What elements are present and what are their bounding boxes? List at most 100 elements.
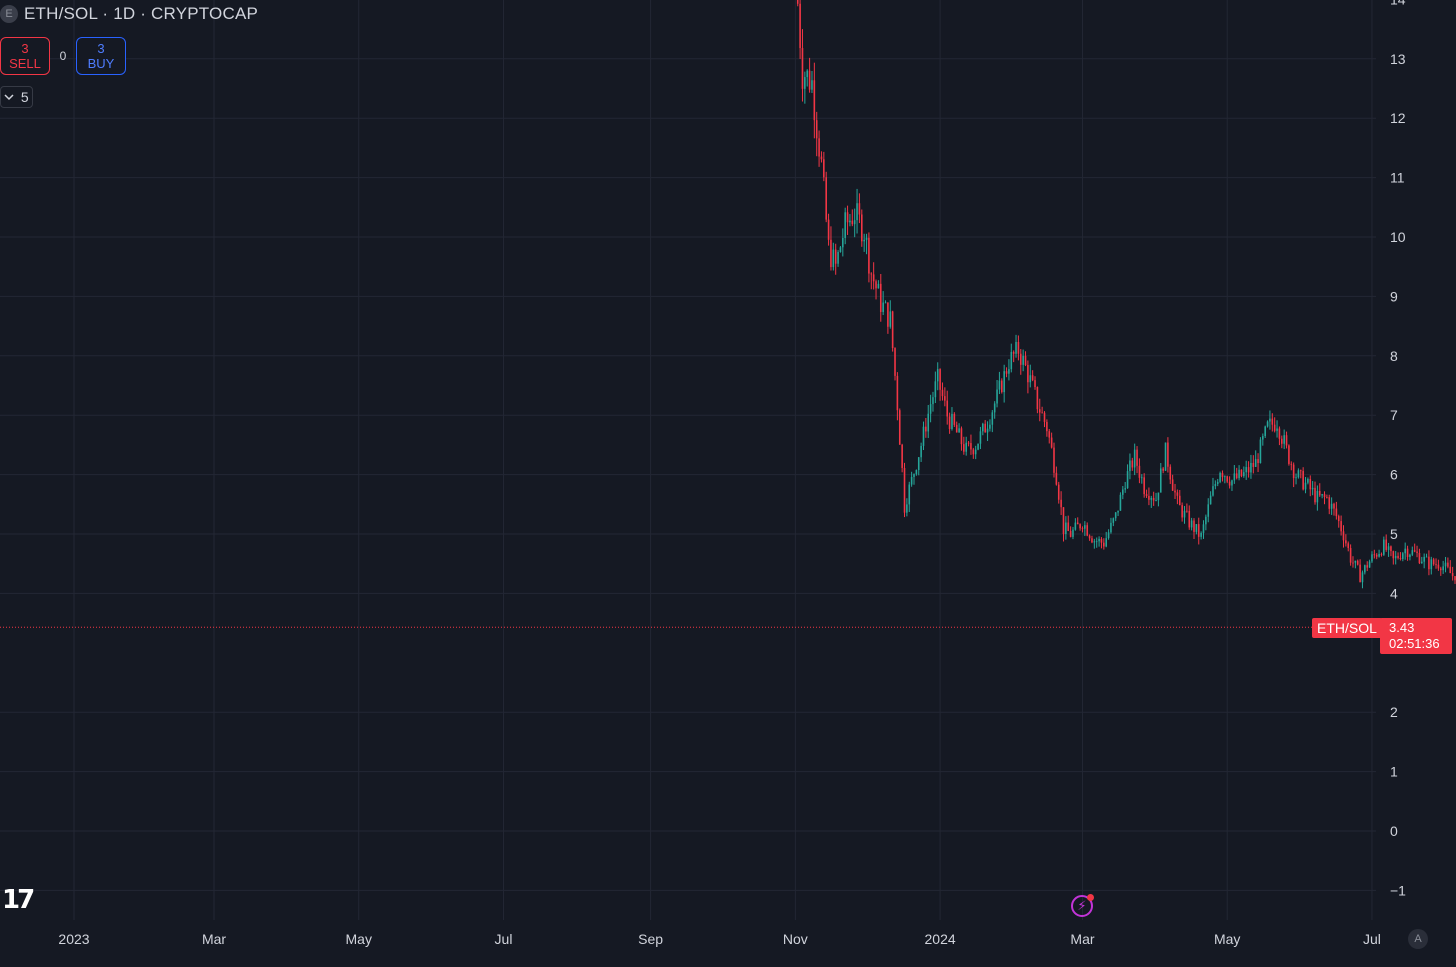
- candle-body: [1034, 380, 1036, 388]
- candle-body: [1091, 538, 1093, 543]
- candle-body: [1437, 564, 1440, 569]
- candle-body: [955, 424, 958, 433]
- y-tick-label: −1: [1390, 882, 1406, 898]
- candle-body: [1212, 486, 1214, 496]
- candle-body: [1447, 562, 1449, 567]
- candle-body: [1183, 510, 1186, 518]
- candle-body: [1428, 556, 1430, 570]
- candle-body: [813, 80, 816, 121]
- auto-scale-button[interactable]: A: [1408, 929, 1428, 949]
- candle-body: [1347, 543, 1350, 549]
- candle-body: [884, 302, 887, 304]
- tradingview-logo-icon[interactable]: 17: [2, 885, 35, 915]
- candle-body: [1349, 548, 1352, 563]
- buy-button[interactable]: 3 BUY: [76, 37, 126, 75]
- candle-body: [1174, 490, 1176, 493]
- candle-body: [1430, 559, 1433, 570]
- candle-body: [1444, 562, 1447, 567]
- candle-body: [1124, 488, 1126, 490]
- candle-body: [1207, 504, 1210, 517]
- candle-body: [1231, 480, 1233, 486]
- candle-body: [1065, 522, 1067, 534]
- candle-body: [1150, 497, 1153, 500]
- chart-grid: [0, 0, 1376, 920]
- trade-buttons: 3 SELL 0 3 BUY: [0, 37, 126, 75]
- candle-body: [818, 138, 820, 157]
- candle-body: [823, 159, 825, 178]
- candle-body: [1390, 546, 1392, 552]
- candle-body: [963, 444, 965, 452]
- candle-body: [1364, 565, 1366, 573]
- candle-body: [989, 424, 991, 429]
- candle-body: [1029, 375, 1032, 383]
- candle-body: [1326, 497, 1328, 498]
- candle-body: [960, 428, 963, 445]
- sell-button[interactable]: 3 SELL: [0, 37, 50, 75]
- candle-body: [1307, 478, 1309, 483]
- candle-body: [887, 302, 889, 327]
- candle-body: [811, 80, 813, 90]
- candle-body: [1392, 551, 1395, 559]
- last-price-tag: 3.43 02:51:36: [1380, 618, 1452, 654]
- candle-body: [834, 249, 837, 264]
- candle-body: [993, 403, 996, 413]
- indicators-toggle[interactable]: 5: [0, 86, 33, 108]
- candle-body: [1022, 355, 1024, 365]
- lightning-icon[interactable]: ⚡: [1071, 894, 1094, 917]
- candle-body: [849, 220, 851, 223]
- y-tick-label: 10: [1390, 229, 1406, 245]
- candle-body: [851, 220, 854, 225]
- candle-body: [825, 177, 828, 220]
- candle-body: [970, 443, 972, 450]
- candle-body: [1112, 518, 1115, 523]
- price-axis[interactable]: 1413121110987654210−1: [1390, 0, 1406, 898]
- x-tick-label: 2023: [58, 931, 89, 947]
- candle-body: [1027, 365, 1029, 383]
- candle-body: [1276, 428, 1278, 431]
- candle-body: [1302, 470, 1304, 490]
- candle-body: [820, 156, 823, 160]
- candle-body: [1010, 351, 1013, 370]
- y-tick-label: 12: [1390, 110, 1406, 126]
- symbol-title[interactable]: ETH/SOL · 1D · CRYPTOCAP: [24, 4, 259, 23]
- candle-body: [1195, 524, 1198, 532]
- candle-body: [830, 239, 832, 268]
- candle-body: [877, 283, 880, 289]
- candle-body: [1375, 554, 1378, 557]
- candle-body: [865, 237, 868, 240]
- candle-body: [1117, 510, 1119, 513]
- candle-body: [1285, 435, 1288, 446]
- candle-body: [1017, 341, 1020, 354]
- candle-body: [870, 273, 873, 275]
- y-tick-label: 0: [1390, 823, 1398, 839]
- candle-body: [1383, 539, 1385, 555]
- candle-body: [1240, 469, 1243, 477]
- candle-body: [982, 423, 984, 432]
- candle-body: [1048, 431, 1051, 438]
- candle-body: [1053, 447, 1055, 473]
- candle-body: [944, 396, 946, 401]
- candle-body: [1060, 499, 1062, 508]
- candle-body: [1200, 532, 1202, 537]
- candle-body: [889, 311, 892, 327]
- candle-body: [827, 219, 830, 240]
- candle-body: [1226, 476, 1229, 482]
- candle-body: [1335, 508, 1338, 517]
- candle-body: [1385, 539, 1388, 550]
- candle-body: [901, 444, 903, 468]
- candle-body: [1067, 522, 1070, 531]
- y-tick-label: 6: [1390, 467, 1398, 483]
- candle-body: [1043, 412, 1046, 422]
- time-axis[interactable]: Nov2023MarMayJulSepNov2024MarMayJulSepNo…: [0, 931, 1456, 947]
- candle-body: [1221, 472, 1224, 478]
- candle-body: [1140, 477, 1143, 479]
- candle-body: [1309, 478, 1312, 490]
- candle-body: [1259, 439, 1262, 464]
- candle-body: [860, 214, 863, 242]
- candle-body: [951, 413, 953, 429]
- candle-body: [1299, 470, 1302, 472]
- candle-body: [1280, 438, 1283, 444]
- candle-body: [1290, 463, 1293, 465]
- candle-body: [1024, 355, 1027, 366]
